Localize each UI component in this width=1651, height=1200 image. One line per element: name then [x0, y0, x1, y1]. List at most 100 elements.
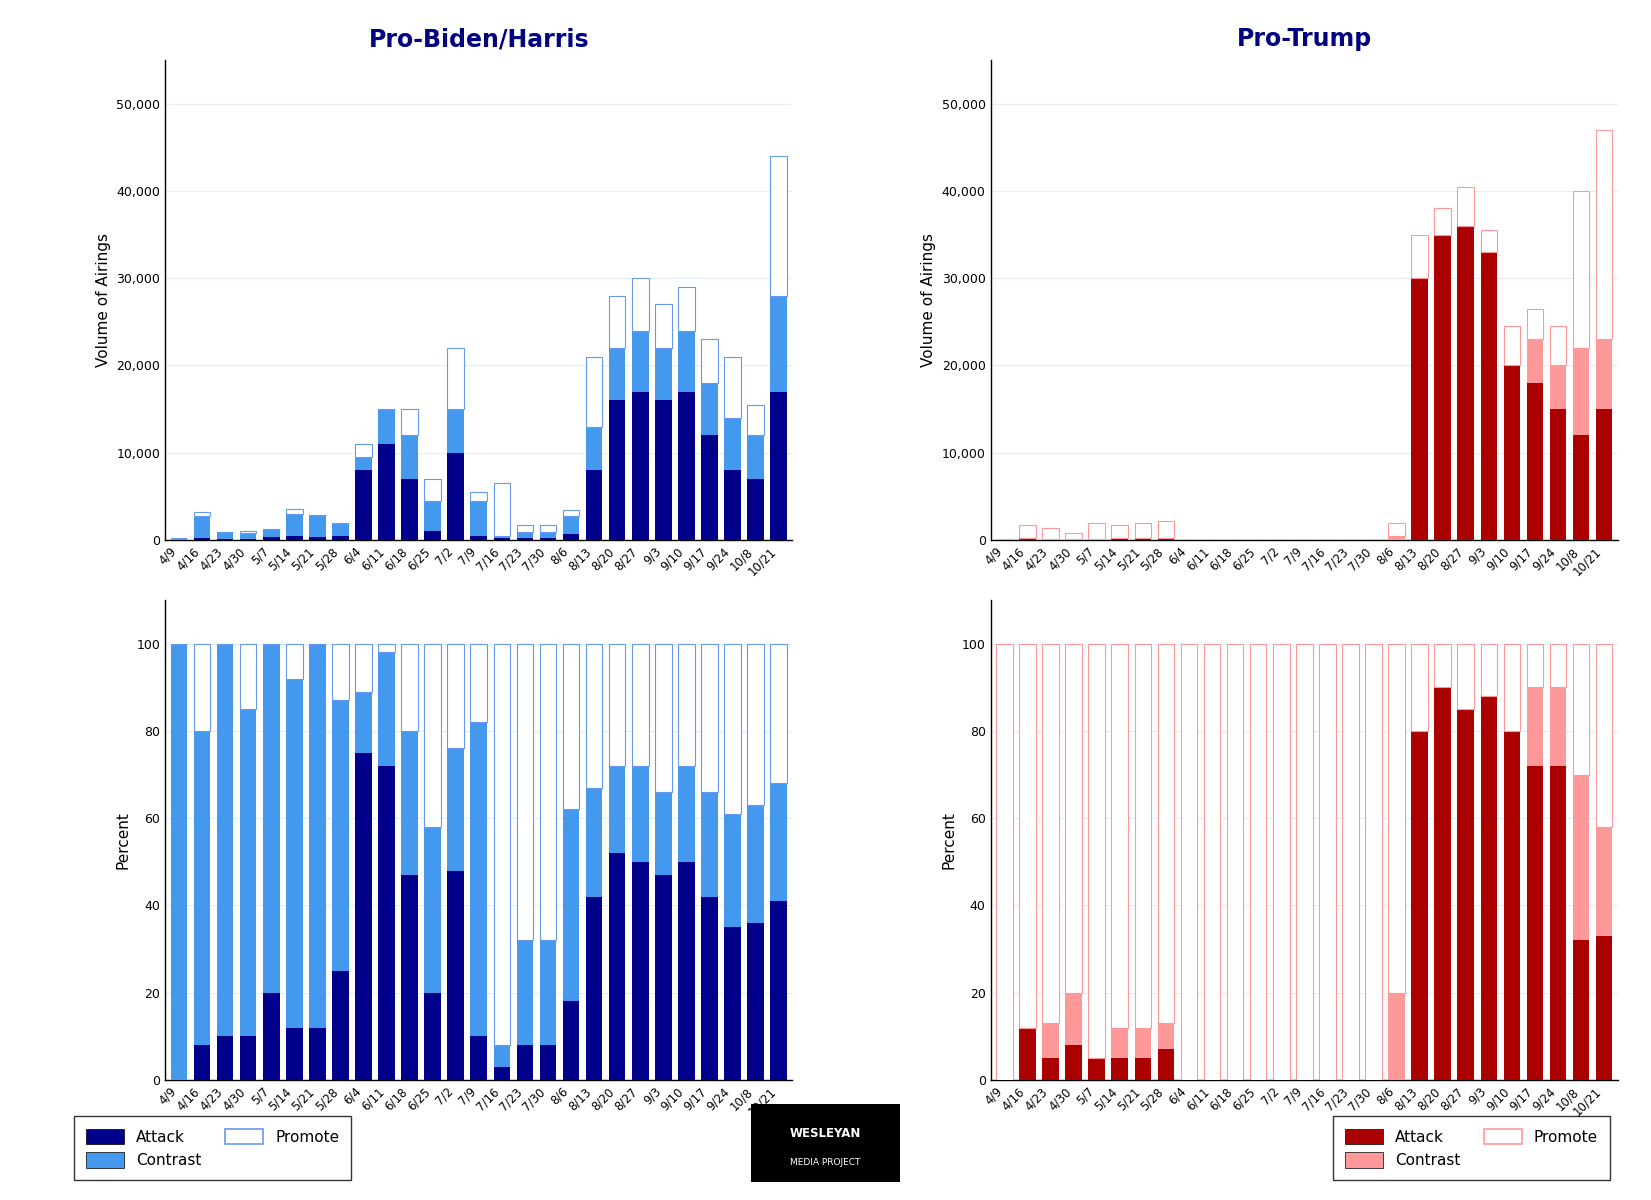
- Bar: [1573, 348, 1590, 436]
- Bar: [1134, 1027, 1151, 1058]
- Y-axis label: Volume of Airings: Volume of Airings: [921, 233, 936, 367]
- Bar: [309, 515, 325, 536]
- Bar: [771, 901, 788, 1080]
- Bar: [263, 643, 279, 992]
- Bar: [401, 479, 418, 540]
- Bar: [1527, 308, 1544, 340]
- Bar: [239, 1037, 256, 1080]
- Bar: [586, 426, 603, 470]
- Bar: [655, 401, 672, 540]
- Bar: [1065, 992, 1081, 1045]
- Y-axis label: Percent: Percent: [116, 811, 130, 869]
- Bar: [1458, 709, 1474, 1080]
- Bar: [378, 409, 395, 444]
- Bar: [679, 643, 695, 766]
- Bar: [332, 971, 348, 1080]
- Y-axis label: Volume of Airings: Volume of Airings: [96, 233, 111, 367]
- Bar: [216, 532, 233, 539]
- Bar: [170, 539, 187, 540]
- Bar: [1527, 766, 1544, 1080]
- Bar: [1527, 643, 1544, 688]
- Bar: [193, 731, 210, 1045]
- Bar: [286, 643, 302, 678]
- Bar: [1111, 1058, 1128, 1080]
- Bar: [1527, 340, 1544, 383]
- Bar: [378, 653, 395, 766]
- Bar: [748, 643, 764, 805]
- Title: Pro-Trump: Pro-Trump: [1237, 28, 1372, 52]
- Bar: [563, 643, 580, 810]
- Bar: [286, 678, 302, 1027]
- Bar: [632, 766, 649, 862]
- Bar: [563, 516, 580, 534]
- Bar: [193, 516, 210, 539]
- Bar: [540, 643, 556, 941]
- Bar: [494, 535, 510, 539]
- Bar: [193, 539, 210, 540]
- Legend: Attack, Contrast, Promote: Attack, Contrast, Promote: [1332, 1116, 1610, 1181]
- Bar: [1088, 1058, 1105, 1080]
- Bar: [401, 436, 418, 479]
- Bar: [424, 532, 441, 540]
- Bar: [702, 340, 718, 383]
- Bar: [447, 348, 464, 409]
- Bar: [586, 787, 603, 896]
- Bar: [771, 784, 788, 901]
- Bar: [1412, 643, 1428, 731]
- Bar: [1388, 522, 1405, 535]
- Bar: [1458, 186, 1474, 226]
- Text: MEDIA PROJECT: MEDIA PROJECT: [791, 1158, 860, 1166]
- Bar: [609, 401, 626, 540]
- Bar: [586, 356, 603, 426]
- Bar: [655, 305, 672, 348]
- Bar: [586, 896, 603, 1080]
- Bar: [447, 452, 464, 540]
- Bar: [679, 862, 695, 1080]
- Bar: [1042, 1058, 1058, 1080]
- Bar: [517, 539, 533, 540]
- Bar: [609, 853, 626, 1080]
- Bar: [632, 643, 649, 766]
- Legend: Attack, Contrast, Promote: Attack, Contrast, Promote: [74, 1116, 352, 1181]
- Bar: [216, 1037, 233, 1080]
- Bar: [332, 643, 348, 701]
- Bar: [517, 941, 533, 1045]
- Bar: [1157, 521, 1174, 538]
- Bar: [471, 535, 487, 540]
- Bar: [632, 862, 649, 1080]
- Bar: [239, 643, 256, 709]
- Bar: [586, 643, 603, 787]
- Bar: [748, 436, 764, 479]
- Bar: [996, 643, 1012, 1080]
- Bar: [586, 470, 603, 540]
- Bar: [1273, 643, 1289, 1080]
- Bar: [1573, 436, 1590, 540]
- Bar: [286, 1027, 302, 1080]
- Bar: [1527, 383, 1544, 540]
- Bar: [355, 457, 371, 470]
- Bar: [401, 731, 418, 875]
- Bar: [540, 532, 556, 539]
- Bar: [1019, 539, 1035, 540]
- Bar: [1550, 409, 1567, 540]
- Bar: [1573, 191, 1590, 348]
- Bar: [378, 643, 395, 653]
- Bar: [702, 436, 718, 540]
- Bar: [540, 941, 556, 1045]
- Bar: [1504, 326, 1521, 366]
- Bar: [1412, 278, 1428, 540]
- Bar: [517, 1045, 533, 1080]
- Bar: [517, 643, 533, 941]
- Bar: [748, 404, 764, 436]
- Bar: [286, 510, 302, 514]
- Bar: [447, 643, 464, 749]
- Bar: [1019, 1027, 1035, 1080]
- Bar: [540, 539, 556, 540]
- Bar: [609, 766, 626, 853]
- Bar: [1527, 688, 1544, 766]
- Bar: [1412, 731, 1428, 1080]
- Bar: [1504, 366, 1521, 540]
- Bar: [540, 526, 556, 532]
- Bar: [771, 643, 788, 784]
- Bar: [239, 533, 256, 539]
